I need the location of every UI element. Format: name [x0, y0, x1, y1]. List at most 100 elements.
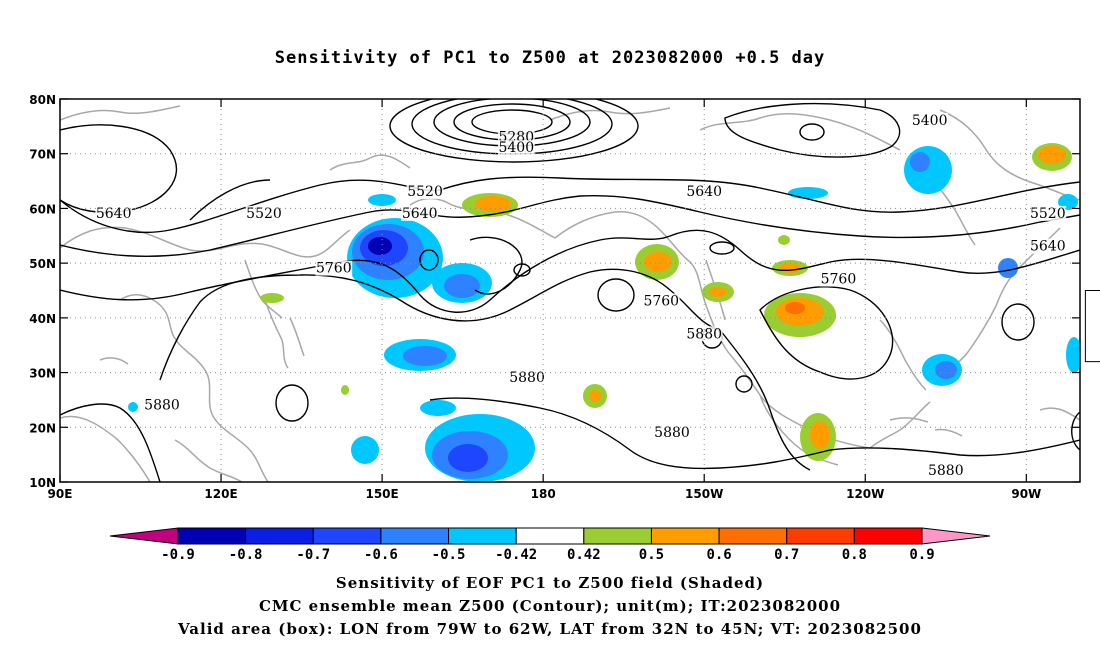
svg-text:5640: 5640	[96, 206, 132, 222]
map-title: Sensitivity of PC1 to Z500 at 2023082000…	[274, 48, 826, 68]
shade-blob	[904, 146, 952, 194]
colorbar-segment	[245, 527, 314, 545]
shade-blob	[448, 444, 488, 472]
contour-label: 5520	[245, 205, 283, 222]
lat-label: 30N	[29, 367, 56, 381]
contour-label: 5760	[642, 293, 680, 309]
axis-ticks	[59, 98, 1080, 483]
shade-blob	[368, 237, 392, 255]
colorbar-label: -0.9	[161, 547, 195, 563]
colorbar-segment	[853, 527, 923, 545]
svg-text:5520: 5520	[1030, 206, 1066, 222]
svg-text:5520: 5520	[407, 184, 443, 200]
contour-label: 5760	[315, 260, 353, 277]
shade-blob	[403, 346, 447, 366]
caption-valid-area: Valid area (box): LON from 79W to 62W, L…	[178, 620, 922, 638]
lat-label: 20N	[29, 421, 56, 435]
colorbar-segment	[786, 527, 855, 545]
shade-blob	[1038, 146, 1066, 164]
shade-blob	[810, 421, 830, 449]
contour-label: 5880	[927, 463, 965, 479]
latitude-labels: 80N 70N 60N 50N 40N 30N 20N 10N	[29, 93, 56, 490]
shade-blob	[910, 152, 930, 172]
shade-blob	[935, 361, 957, 379]
colorbar-label: 0.6	[706, 547, 731, 563]
colorbar-segment	[177, 527, 247, 545]
svg-text:5880: 5880	[654, 425, 690, 441]
lon-label: 150E	[365, 487, 398, 501]
colorbar-label: -0.7	[296, 547, 330, 563]
contour-label: 5880	[143, 397, 181, 413]
lon-label: 150W	[685, 487, 723, 501]
lat-label: 80N	[29, 93, 56, 107]
svg-text:5400: 5400	[498, 140, 534, 156]
contour-label: 5640	[95, 205, 133, 222]
shade-blob	[709, 287, 727, 297]
shade-blob	[351, 436, 379, 464]
z500-contours	[60, 99, 1080, 482]
colorbar-label: 0.42	[567, 547, 601, 563]
contour-label: 5520	[1029, 205, 1067, 222]
svg-text:5760: 5760	[316, 261, 352, 277]
colorbar-segment	[448, 527, 517, 545]
shade-blob	[420, 400, 456, 416]
contour-label: 5880	[653, 424, 691, 441]
contour-label: 5400	[497, 140, 535, 156]
shade-blob	[998, 258, 1018, 278]
colorbar-segment	[718, 527, 788, 545]
shade-blob	[1066, 337, 1080, 373]
shade-blob	[644, 252, 672, 272]
grid-lines	[60, 99, 1080, 482]
shade-blob	[128, 402, 138, 412]
contour-label: 5400	[911, 112, 949, 129]
colorbar-label: -0.8	[229, 547, 263, 563]
contour-label: 5520	[406, 184, 444, 200]
shade-blob	[589, 390, 601, 402]
shade-blob	[785, 302, 805, 314]
svg-text:5880: 5880	[928, 463, 964, 479]
svg-text:5400: 5400	[912, 113, 948, 129]
colorbar-segment	[583, 527, 652, 545]
lon-label: 120E	[204, 487, 237, 501]
colorbar-label: 0.8	[842, 547, 867, 563]
lat-label: 10N	[29, 476, 56, 490]
svg-text:5640: 5640	[1030, 239, 1066, 255]
contour-label: 5640	[1029, 238, 1067, 255]
svg-text:5520: 5520	[246, 206, 282, 222]
colorbar-segment	[380, 527, 450, 545]
svg-text:5880: 5880	[509, 370, 545, 386]
contour-label: 5760	[820, 271, 857, 288]
colorbar-label: 0.9	[909, 547, 934, 563]
lon-label: 90W	[1011, 487, 1041, 501]
lat-label: 40N	[29, 312, 56, 326]
shade-blob	[788, 187, 828, 199]
colorbar-arrow-low	[109, 527, 179, 545]
shade-blob	[779, 263, 801, 273]
colorbar-label: -0.5	[432, 547, 466, 563]
colorbar-label: -0.6	[364, 547, 398, 563]
lat-label: 50N	[29, 257, 56, 271]
shade-blob	[778, 235, 790, 245]
lat-label: 70N	[29, 148, 56, 162]
colorbar-label: 0.7	[774, 547, 799, 563]
svg-text:5640: 5640	[402, 206, 438, 222]
svg-text:5760: 5760	[821, 272, 857, 288]
lon-label: 180	[531, 487, 556, 501]
lon-label: 90E	[48, 487, 73, 501]
colorbar-segment	[650, 527, 720, 545]
colorbar-segment	[312, 527, 382, 545]
contour-label: 5640	[401, 205, 439, 222]
colorbar-labels: -0.9 -0.8 -0.7 -0.6 -0.5 -0.42 0.42 0.5 0.6 0.7 0.…	[161, 547, 935, 563]
colorbar-arrow-high	[921, 527, 991, 545]
longitude-labels: 90E120E150E180150W120W90W60W	[48, 487, 1042, 501]
caption-contour: CMC ensemble mean Z500 (Contour); unit(m…	[258, 597, 842, 615]
caption-shaded: Sensitivity of EOF PC1 to Z500 field (Sh…	[335, 574, 765, 592]
colorbar-label: 0.5	[639, 547, 664, 563]
svg-text:5640: 5640	[686, 184, 722, 200]
shade-blob	[475, 196, 511, 212]
svg-text:5760: 5760	[643, 293, 679, 309]
shade-blob	[341, 385, 349, 395]
colorbar-segment	[515, 527, 585, 545]
